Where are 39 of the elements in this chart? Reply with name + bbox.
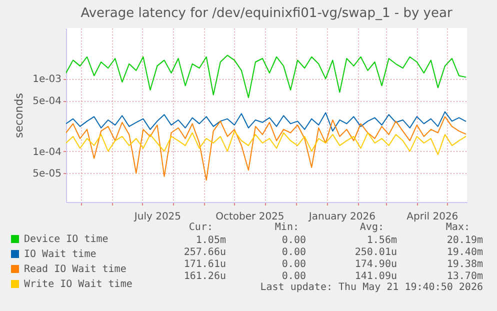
text: 141.09u xyxy=(354,271,397,282)
text: 13.70m xyxy=(446,271,483,282)
text: 1.05m xyxy=(196,235,226,247)
text: 0.00 xyxy=(282,271,306,282)
line-series xyxy=(66,130,466,156)
text: 1.56m xyxy=(366,235,397,247)
x-tick-label: January 2026 xyxy=(308,212,376,222)
y-axis-title: seconds xyxy=(12,92,26,138)
x-tick-label: October 2025 xyxy=(216,212,284,222)
y-tick-label: 5e-05 xyxy=(32,168,62,180)
text: Cur: xyxy=(188,222,213,234)
text: 174.90u xyxy=(354,259,397,271)
text: 257.66u xyxy=(184,247,226,259)
y-tick-label: 5e-04 xyxy=(32,96,62,108)
text: 20.19m xyxy=(446,235,483,247)
line-series xyxy=(66,116,466,181)
line-series xyxy=(66,111,466,132)
legend-label: Device IO time xyxy=(24,234,108,245)
y-tick-label: 1e-03 xyxy=(32,74,62,86)
text: 19.40m xyxy=(446,247,483,259)
text: 19.38m xyxy=(446,259,483,271)
line-series xyxy=(66,54,466,98)
legend-label: Read IO Wait time xyxy=(24,264,126,275)
legend-label: Write IO Wait time xyxy=(24,279,132,290)
text: 171.61u xyxy=(184,259,226,271)
chart-title: Average latency for /dev/equinixfi01-vg/swap_1 - by year xyxy=(80,6,453,21)
text: 0.00 xyxy=(282,247,306,259)
x-tick-label: July 2025 xyxy=(133,212,182,222)
text: 250.01u xyxy=(354,247,397,259)
text: 0.00 xyxy=(282,235,306,247)
text: Last update: Thu May 21 19:40:50 2026 xyxy=(260,282,483,294)
text: 161.26u xyxy=(184,271,226,283)
text: Max: xyxy=(446,222,470,234)
legend-label: IO Wait time xyxy=(24,249,96,260)
text: 0.00 xyxy=(282,259,306,271)
x-tick-label: April 2026 xyxy=(406,212,458,222)
text: Min: xyxy=(274,222,299,234)
text: Avg: xyxy=(360,222,384,234)
y-tick-label: 1e-04 xyxy=(32,146,62,158)
